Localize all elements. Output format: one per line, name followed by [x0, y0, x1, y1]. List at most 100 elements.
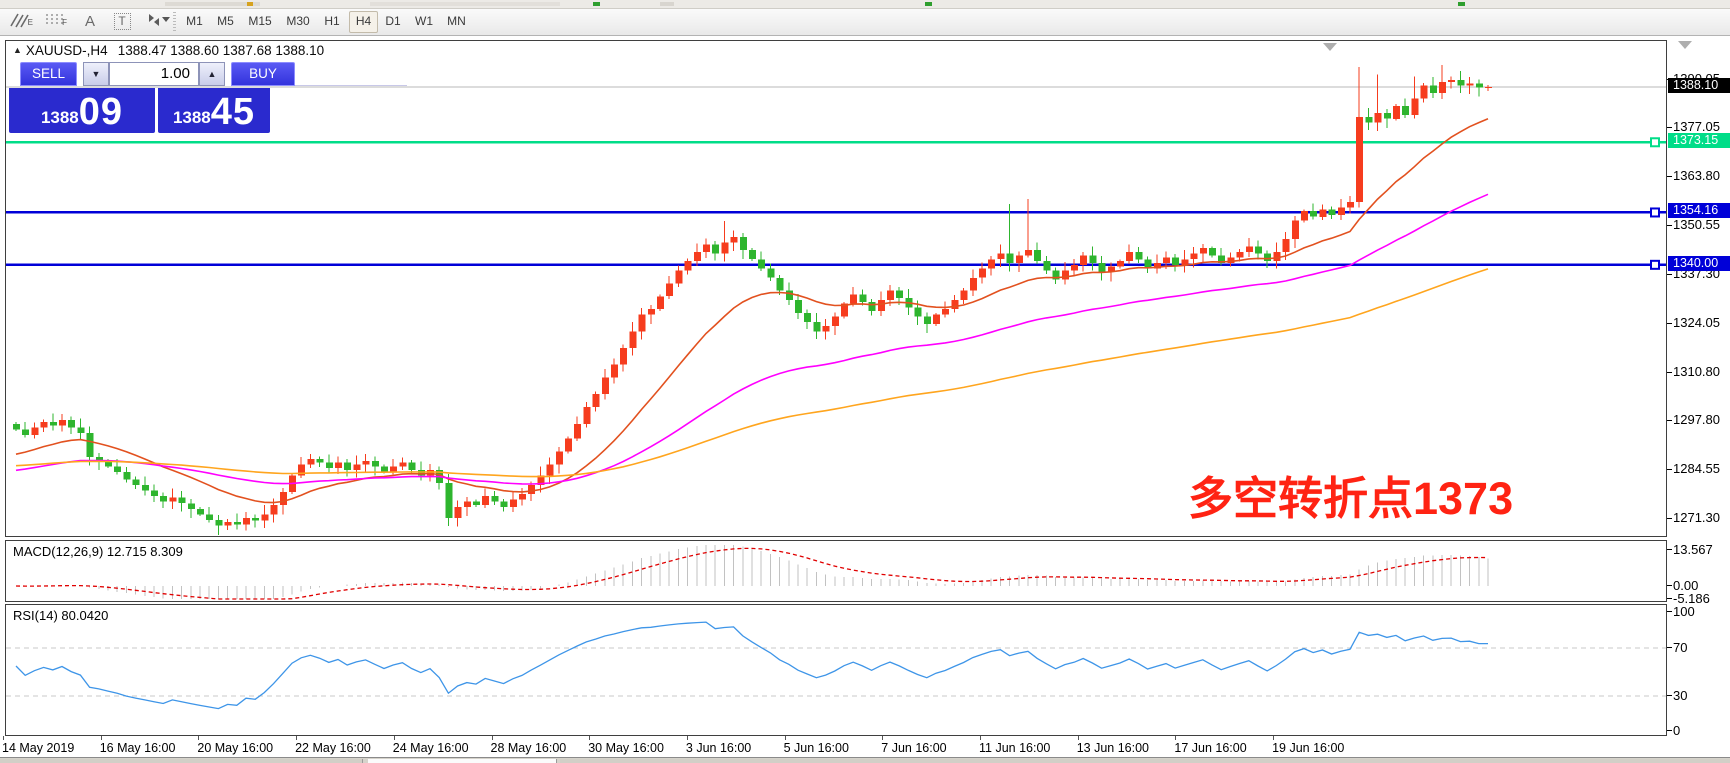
sliver-control: [165, 2, 260, 6]
y-axis-label: 1377.05: [1673, 118, 1720, 134]
objects-dropdown-icon[interactable]: [162, 17, 170, 22]
bottom-tab: [560, 759, 1730, 763]
candlestick-chart[interactable]: [6, 41, 1666, 536]
text-box-icon[interactable]: T: [108, 11, 136, 32]
y-axis-label: 1350.55: [1673, 216, 1720, 232]
timeframe-button-m30[interactable]: M30: [286, 14, 310, 28]
timeframe-button-m15[interactable]: M15: [248, 14, 272, 28]
macd-chart: [15, 545, 1489, 600]
timeframe-button-m5[interactable]: M5: [217, 14, 234, 28]
macd-axis-tick: [1667, 548, 1672, 550]
y-axis-label: 1324.05: [1673, 314, 1720, 330]
x-axis-date-label: 7 Jun 16:00: [881, 741, 947, 755]
rsi-axis-tick: [1667, 695, 1672, 696]
sell-button[interactable]: SELL: [20, 62, 77, 86]
buy-price-small: 1388: [172, 108, 211, 127]
y-axis-tick: [1667, 322, 1672, 324]
timeframe-button-d1[interactable]: D1: [385, 14, 401, 28]
volume-up-button[interactable]: ▲: [199, 62, 225, 86]
macd-axis-tick: [1667, 598, 1672, 599]
sliver-green-icon: [593, 2, 600, 6]
y-axis-tick: [1667, 126, 1672, 128]
bottom-tab: [0, 759, 363, 763]
text-label-icon[interactable]: A: [84, 13, 95, 30]
symbol-period-label: XAUUSD-,H4: [25, 43, 108, 58]
chart-shift-marker-icon[interactable]: [1323, 43, 1337, 51]
x-axis-date-label: 22 May 16:00: [295, 741, 371, 755]
sliver-control: [370, 2, 560, 6]
sell-price-display[interactable]: 1388 09: [9, 88, 155, 133]
chart-title: ▲ XAUUSD-,H4 1388.47 1388.60 1387.68 1388.…: [13, 43, 324, 58]
x-axis-date-label: 20 May 16:00: [197, 741, 274, 755]
ohlc-values: 1388.47 1388.60 1387.68 1388.10: [117, 43, 325, 58]
trade-widget-frame: [295, 85, 407, 86]
x-axis-tick: [1175, 736, 1177, 740]
sliver-orange-icon: [247, 2, 253, 6]
buy-price-big: 45: [210, 91, 256, 133]
x-axis-date-label: 17 Jun 16:00: [1174, 741, 1247, 755]
volume-input[interactable]: 1.00: [109, 62, 199, 86]
x-axis-tick: [100, 736, 102, 740]
timeframe-button-h1[interactable]: H1: [324, 14, 340, 28]
rsi-axis-tick: [1667, 647, 1672, 648]
x-axis-tick: [296, 736, 298, 740]
x-axis-tick: [589, 736, 591, 740]
price-chart-panel[interactable]: ▲ XAUUSD-,H4 1388.47 1388.60 1387.68 1388.…: [5, 40, 1667, 537]
x-axis-date-label: 3 Jun 16:00: [685, 741, 752, 755]
buy-button[interactable]: BUY: [231, 62, 295, 86]
y-axis-tick: [1667, 175, 1672, 177]
line-studies-icon[interactable]: E: [6, 11, 34, 32]
grid-icon[interactable]: F: [40, 11, 68, 32]
macd-panel[interactable]: MACD(12,26,9) 12.715 8.309: [5, 540, 1667, 602]
y-axis-tick: [1667, 468, 1672, 470]
x-axis-date-label: 30 May 16:00: [588, 741, 664, 755]
macd-axis-label: 0.00: [1673, 578, 1699, 593]
x-axis-date-label: 28 May 16:00: [490, 741, 567, 755]
timeframe-button-m1[interactable]: M1: [186, 14, 203, 28]
one-click-trade-widget: SELL ▼ 1.00 ▲ BUY 1388 09 1388 45: [9, 62, 407, 134]
timeframe-button-w1[interactable]: W1: [415, 14, 433, 28]
sell-price-small: 1388: [40, 108, 79, 127]
level-price-badge: 1340.00: [1668, 255, 1730, 271]
macd-axis-tick: [1667, 585, 1672, 586]
macd-label: MACD(12,26,9) 12.715 8.309: [13, 544, 183, 559]
x-axis-tick: [784, 736, 786, 740]
x-axis-date-label: 13 Jun 16:00: [1076, 741, 1149, 755]
sliver-green-icon: [1458, 2, 1465, 6]
toolbar-separator: [173, 12, 176, 31]
x-axis-date-label: 24 May 16:00: [392, 741, 469, 755]
macd-axis-label: 13.567: [1673, 541, 1713, 557]
x-axis-date-label: 11 Jun 16:00: [979, 741, 1051, 755]
bottom-tab-active: [368, 759, 557, 763]
x-axis-tick: [1273, 736, 1275, 740]
y-axis-tick: [1667, 273, 1672, 275]
macd-axis-label: -5.186: [1673, 591, 1710, 606]
x-axis-date-label: 19 Jun 16:00: [1272, 741, 1345, 755]
level-price-badge: 1354.16: [1668, 203, 1730, 219]
collapse-arrow-icon[interactable]: ▲: [13, 45, 22, 55]
chart-annotation-text: 多空转折点1373: [1188, 473, 1514, 524]
y-axis-label: 1284.55: [1673, 460, 1720, 476]
x-axis-tick: [491, 736, 493, 740]
timeframe-button-h4[interactable]: H4: [349, 11, 378, 33]
y-axis-label: 1363.80: [1673, 167, 1720, 183]
volume-down-button[interactable]: ▼: [83, 62, 109, 86]
rsi-label: RSI(14) 80.0420: [13, 608, 109, 623]
x-axis-date-label: 14 May 2019: [2, 741, 75, 755]
x-axis-date-label: 16 May 16:00: [99, 741, 176, 755]
x-axis-tick: [980, 736, 981, 740]
x-axis-date-label: 5 Jun 16:00: [783, 741, 849, 755]
x-axis-tick: [686, 736, 688, 740]
window-top-sliver: [0, 0, 1730, 9]
y-axis-tick: [1667, 517, 1672, 519]
rsi-axis-label: 30: [1673, 688, 1688, 703]
y-axis-tick: [1667, 371, 1672, 373]
timeframe-button-mn[interactable]: MN: [447, 14, 466, 28]
rsi-axis-tick: [1667, 730, 1672, 731]
rsi-axis-label: 0: [1673, 723, 1681, 738]
rsi-panel[interactable]: RSI(14) 80.0420: [5, 604, 1667, 736]
buy-price-display[interactable]: 1388 45: [158, 88, 270, 133]
rsi-axis-label: 70: [1673, 640, 1688, 655]
objects-icon[interactable]: [140, 11, 168, 32]
